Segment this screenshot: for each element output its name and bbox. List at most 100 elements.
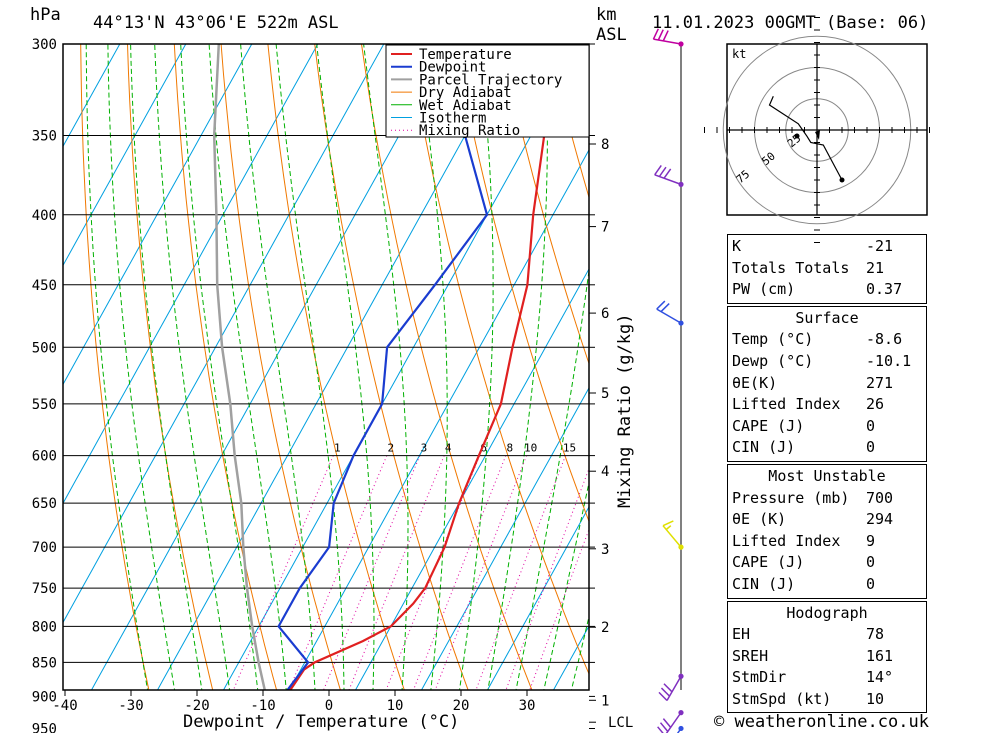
surface-row-li: Lifted Index 26 [732,395,885,414]
mu-row-thetae: θE (K) 294 [732,510,894,529]
dry-adiabat-line [267,44,405,690]
legend-label: Parcel Trajectory [419,72,562,88]
dewpoint-line [277,44,489,690]
mixing-ratio-line [475,455,566,690]
x-tick-label: 30 [519,698,536,714]
height-tick-label: 1 [601,693,609,709]
km-unit-label: km [596,5,616,25]
mu-row-pressure: Pressure (mb) 700 [732,488,894,507]
x-tick-label: -20 [184,698,209,714]
mixing-ratio-line [323,455,421,690]
wind-barb [662,520,684,550]
location-title: 44°13'N 43°06'E 522m ASL [93,13,339,33]
isotherm-line [63,44,319,505]
pressure-tick-label: 650 [32,496,57,512]
isotherm-line [288,148,589,690]
isotherm-line [90,44,451,690]
height-tick-label: 7 [601,220,609,236]
surface-title: Surface [795,308,859,327]
pressure-tick-label: 950 [32,722,57,734]
parcel-trajectory-line [212,44,267,690]
wet-adiabat-line [570,614,589,690]
wind-barb-flag [652,28,659,40]
isotherm-line [63,44,187,267]
isotherm-line [552,625,589,690]
wind-barb-flag [662,718,672,728]
legend-label: Mixing Ratio [419,123,520,139]
wind-barb-flag [663,683,673,693]
wind-barb-staff [674,728,682,737]
hodo-row-stmdir: StmDir 14° [732,668,894,687]
dry-adiabat-line [501,44,589,366]
surface-row-cin: CIN (J) 0 [732,438,876,457]
height-tick-label: 3 [601,542,609,558]
wind-barb-flag [660,687,671,697]
wet-adiabat-line [487,44,548,690]
mixing-ratio-label: 15 [563,442,576,455]
legend-label: Isotherm [419,111,486,127]
mixing-ratio-label: 10 [524,442,537,455]
wind-barb-flag [658,166,667,177]
mixing-ratio-label: 4 [445,442,452,455]
wind-barb-flag [662,30,669,42]
mu-row-cin: CIN (J) 0 [732,574,876,593]
mixing-ratio-line [505,467,589,690]
surface-box: Surface Temp (°C) -8.6 Dewp (°C) -10.1 θE(… [727,305,927,462]
hpa-unit-label: hPa [30,5,61,25]
height-tick-label: LCL [608,715,633,731]
hodograph-ring-label: 75 [734,168,753,186]
pressure-tick-label: 750 [32,581,57,597]
hodograph-trace [768,96,843,181]
wind-barb-staff [656,308,682,324]
wet-adiabat-line [240,44,316,690]
pressure-tick-label: 800 [32,619,57,635]
grid-lines: 1 2 3 4 6 8 10 15 20 25 [63,44,1000,733]
dry-adiabat-line [970,44,1000,733]
pressure-tick-label: 350 [32,129,57,145]
wind-barb-flag [658,691,668,702]
pressure-tick-label: 700 [32,540,57,556]
wet-adiabat-line [208,44,287,690]
wind-barb-flag [654,165,662,176]
pressure-tick-label: 600 [32,449,57,465]
height-tick-label: 5 [601,386,609,402]
mixing-ratio-label: 20 [591,442,604,455]
legend-label: Dry Adiabat [419,85,512,101]
surface-row-dewp: Dewp (°C) -10.1 [732,351,912,370]
most-unstable-box: Most Unstable Pressure (mb) 700 θE (K) 294… [727,463,927,599]
copyright-text: © weatheronline.co.uk [714,712,929,732]
wind-barb-staff [664,712,682,736]
mixing-ratio-line [529,528,589,690]
legend-box [385,44,590,138]
wind-barb-staff [653,38,682,45]
mixing-ratio-label: 2 [387,442,394,455]
pressure-tick-label: 500 [32,340,57,356]
index-row-pw: PW (cm) 0.37 [732,280,903,299]
surface-row-temp: Temp (°C) -8.6 [732,330,903,349]
mu-row-li: Lifted Index 9 [732,531,876,550]
hodograph-ring-label: 50 [759,150,778,168]
height-tick-label: 2 [601,620,609,636]
wet-adiabat-line [180,44,259,690]
hodograph-stats-box: Hodograph EH 78 SREH 161 StmDir 14° StmSpd … [727,600,927,714]
mixing-ratio-line [232,455,334,690]
wet-adiabat-line [154,44,231,690]
wind-barb [658,673,684,702]
wind-barb-staff [666,675,682,701]
hodograph-point [794,133,800,139]
wet-adiabat-line [417,44,448,690]
mixing-ratio-line [348,455,445,690]
wet-adiabat-line [515,266,589,690]
mixing-ratio-line [288,455,388,690]
x-axis-title: Dewpoint / Temperature (°C) [183,712,459,732]
mixing-ratio-line [412,455,507,690]
legend-label: Temperature [419,47,512,63]
isotherm-line [156,44,517,690]
wind-barb-flag [657,29,664,41]
legend-label: Dewpoint [419,60,486,76]
wind-barb [657,710,684,737]
storm-motion-marker [815,130,820,140]
pressure-tick-label: 400 [32,208,57,224]
